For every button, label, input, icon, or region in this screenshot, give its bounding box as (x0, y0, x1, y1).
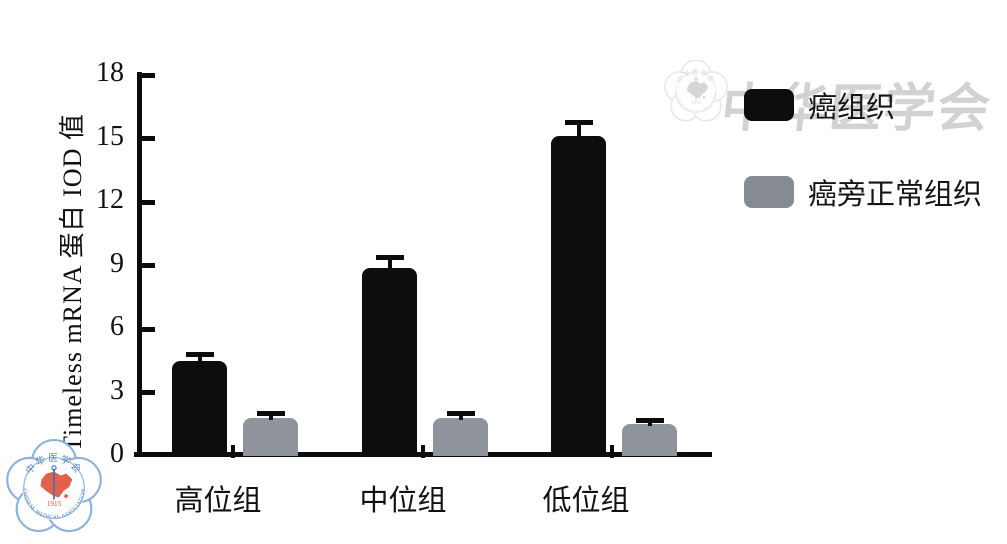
x-category-label: 低位组 (542, 485, 630, 517)
error-bar-stem (268, 413, 273, 420)
y-tick-label: 15 (96, 120, 124, 152)
x-axis-tick (610, 445, 614, 458)
error-bar-stem (197, 354, 202, 363)
legend-item-cancer: 癌组织 (744, 84, 895, 126)
y-axis-tick (142, 263, 155, 268)
x-axis-tick (421, 445, 425, 458)
error-bar-cap (564, 120, 593, 126)
bar-normal (243, 417, 298, 456)
bar-cancer (551, 136, 606, 456)
bar-normal (622, 424, 677, 456)
error-bar-cap (375, 254, 404, 260)
y-tick-label: 18 (96, 57, 124, 88)
error-bar-cap (256, 411, 285, 417)
y-tick-label: 6 (110, 311, 124, 342)
legend-label-cancer: 癌组织 (808, 92, 896, 124)
y-axis-tick (142, 136, 155, 141)
error-bar-stem (576, 122, 581, 139)
y-axis-tick (142, 199, 155, 205)
y-tick-label: 3 (110, 374, 124, 406)
error-bar-cap (185, 351, 214, 357)
legend-label-normal: 癌旁正常组织 (808, 179, 983, 211)
y-tick-label: 12 (96, 184, 124, 215)
y-axis-tick (142, 326, 155, 332)
error-bar-stem (647, 420, 652, 427)
y-axis-tick (142, 390, 155, 395)
y-tick-label: 0 (110, 438, 124, 469)
error-bar-cap (446, 411, 475, 417)
x-category-label: 中位组 (359, 485, 447, 517)
error-bar-stem (387, 257, 392, 270)
bar-normal (433, 417, 488, 456)
y-tick-label: 9 (110, 247, 124, 279)
y-axis-line (137, 72, 142, 457)
bar-cancer (172, 360, 227, 456)
y-axis-tick (142, 72, 155, 78)
error-bar-cap (635, 417, 664, 423)
legend-item-normal: 癌旁正常组织 (744, 171, 982, 213)
legend-swatch-cancer (744, 89, 794, 121)
bar-cancer (362, 267, 417, 456)
chinese-medical-association-logo (6, 438, 102, 533)
x-axis-tick (231, 445, 235, 458)
error-bar-stem (458, 413, 463, 420)
legend-swatch-normal (744, 176, 794, 208)
x-category-label: 高位组 (174, 485, 262, 517)
